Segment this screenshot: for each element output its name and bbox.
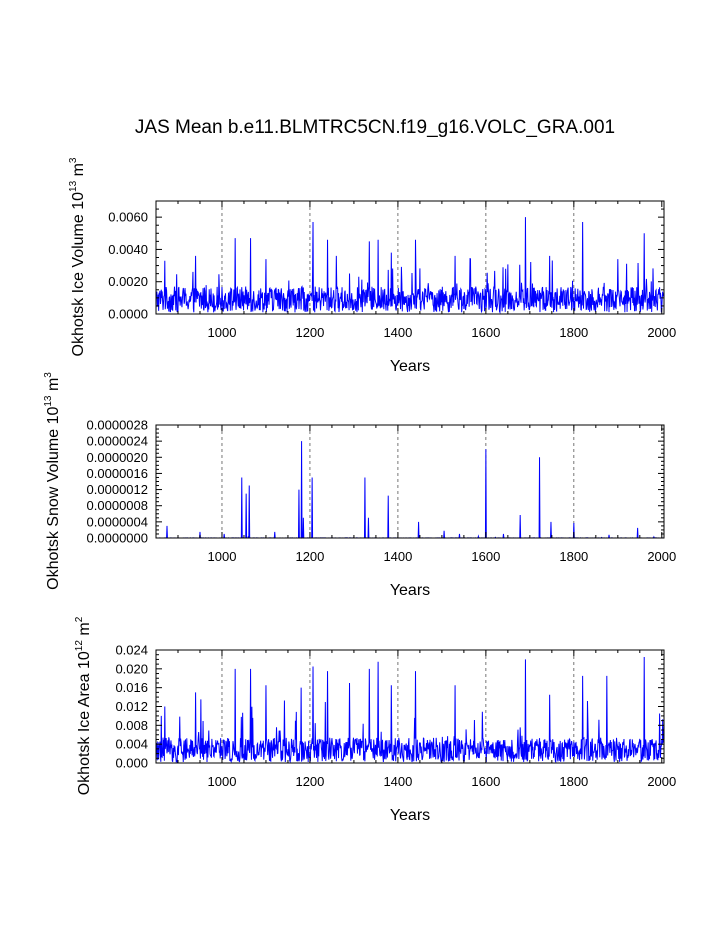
x-tick-label: 1600 [471,774,500,789]
x-tick-label: 2000 [647,549,676,564]
x-tick-label: 1600 [471,325,500,340]
x-tick-label: 1600 [471,549,500,564]
y-axis-label-unit-exp: 3 [43,372,54,378]
x-tick-label: 1800 [559,774,588,789]
y-tick-label: 0.024 [115,643,148,658]
figure: JAS Mean b.e11.BLMTRC5CN.f19_g16.VOLC_GR… [0,0,723,935]
y-tick-label: 0.0000024 [87,434,148,449]
y-tick-label: 0.0000020 [87,450,148,465]
y-tick-label: 0.0000012 [87,482,148,497]
plot-frame [156,425,664,538]
panel-snow-volume: 1000 1200 1400 1600 1800 2000 0.0000000 0.00000… [43,372,676,599]
y-tick-label: 0.004 [115,737,148,752]
y-axis-label-main: Okhotsk Snow Volume 10 [45,407,62,590]
x-tick-label: 1800 [559,549,588,564]
y-axis-label-unit-exp: 3 [68,157,79,163]
x-tick-label: 1000 [208,549,237,564]
x-tick-label: 1400 [383,549,412,564]
y-axis-label-unit: m [70,163,87,181]
series-line [156,657,664,762]
series-line [156,217,664,312]
y-tick-label: 0.0000 [108,307,148,322]
panel-ice-area: 1000 1200 1400 1600 1800 2000 0.000 0.004 0.008 0… [74,616,676,824]
panels: 1000 1200 1400 1600 1800 2000 0.0000 0.0020 0.00… [43,157,676,824]
x-tick-label: 1400 [383,325,412,340]
panel-ice-volume: 1000 1200 1400 1600 1800 2000 0.0000 0.0020 0.00… [68,157,676,375]
x-tick-label: 1200 [295,774,324,789]
y-tick-label: 0.008 [115,718,148,733]
x-tick-label: 1200 [295,325,324,340]
y-tick-label: 0.020 [115,661,148,676]
y-axis-label-exp: 12 [74,640,85,652]
y-axis-label: Okhotsk Ice Volume 1013 m3 [68,157,87,356]
chart-title: JAS Mean b.e11.BLMTRC5CN.f19_g16.VOLC_GR… [135,117,615,138]
x-tick-label: 1200 [295,549,324,564]
y-tick-label: 0.0040 [108,242,148,257]
y-axis-label-main: Okhotsk Ice Area 10 [76,651,93,795]
y-tick-label: 0.016 [115,680,148,695]
x-axis-label: Years [390,582,430,599]
y-axis-label-exp: 13 [43,395,54,407]
y-axis-label-exp: 13 [68,180,79,192]
x-tick-label: 1000 [208,774,237,789]
series-line [156,441,664,538]
y-tick-label: 0.000 [115,756,148,771]
x-axis-label: Years [390,807,430,824]
y-axis-label-main: Okhotsk Ice Volume 10 [70,192,87,357]
y-tick-label: 0.0020 [108,274,148,289]
y-tick-label: 0.0000004 [87,514,148,529]
y-tick-label: 0.0000028 [87,418,148,433]
y-tick-label: 0.0000008 [87,498,148,513]
y-axis-label-unit: m [76,622,93,640]
x-tick-label: 2000 [647,774,676,789]
x-axis-label: Years [390,358,430,375]
x-tick-label: 2000 [647,325,676,340]
y-axis-label-unit-exp: 2 [74,616,85,622]
y-axis-label: Okhotsk Snow Volume 1013 m3 [43,372,62,590]
y-tick-label: 0.012 [115,699,148,714]
y-axis-label-unit: m [45,378,62,396]
x-tick-label: 1000 [208,325,237,340]
y-tick-label: 0.0060 [108,210,148,225]
x-tick-label: 1800 [559,325,588,340]
y-tick-label: 0.0000016 [87,466,148,481]
y-tick-label: 0.0000000 [87,531,148,546]
x-tick-label: 1400 [383,774,412,789]
y-axis-label: Okhotsk Ice Area 1012 m2 [74,616,93,795]
